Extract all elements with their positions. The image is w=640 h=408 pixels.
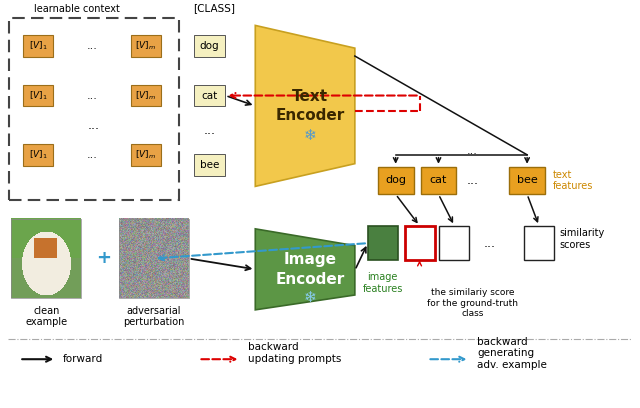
Text: Encoder: Encoder <box>275 108 345 123</box>
Text: dog: dog <box>200 41 220 51</box>
Bar <box>12 219 81 298</box>
Text: text
features: text features <box>553 170 593 191</box>
Text: +: + <box>97 249 111 268</box>
Text: forward: forward <box>63 354 104 364</box>
FancyBboxPatch shape <box>404 226 435 260</box>
Text: ...: ... <box>86 91 97 100</box>
Text: [CLASS]: [CLASS] <box>193 4 236 13</box>
Text: ...: ... <box>86 150 97 160</box>
FancyBboxPatch shape <box>420 166 456 194</box>
Text: $[V]_m$: $[V]_m$ <box>135 149 156 161</box>
Text: bee: bee <box>200 160 219 170</box>
Text: cat: cat <box>430 175 447 186</box>
Text: $[V]_m$: $[V]_m$ <box>135 89 156 102</box>
Text: ...: ... <box>204 124 216 137</box>
Polygon shape <box>255 229 355 310</box>
Text: ...: ... <box>88 119 100 132</box>
Bar <box>10 18 179 200</box>
FancyBboxPatch shape <box>193 85 225 106</box>
FancyBboxPatch shape <box>131 85 161 106</box>
FancyBboxPatch shape <box>193 154 225 175</box>
FancyBboxPatch shape <box>524 226 554 260</box>
Text: backward
updating prompts: backward updating prompts <box>248 342 342 364</box>
Text: $[V]_1$: $[V]_1$ <box>29 149 47 161</box>
Text: similarity
scores: similarity scores <box>559 228 604 250</box>
FancyBboxPatch shape <box>23 144 53 166</box>
Text: ❄: ❄ <box>303 128 316 143</box>
Text: ...: ... <box>467 174 478 187</box>
FancyBboxPatch shape <box>440 226 469 260</box>
Bar <box>119 219 189 298</box>
Text: adversarial
perturbation: adversarial perturbation <box>123 306 184 328</box>
FancyBboxPatch shape <box>193 35 225 57</box>
Text: $[V]_1$: $[V]_1$ <box>29 89 47 102</box>
Text: clean
example: clean example <box>25 306 67 328</box>
Text: ...: ... <box>86 41 97 51</box>
FancyBboxPatch shape <box>509 166 545 194</box>
Text: ...: ... <box>483 237 495 250</box>
Text: Encoder: Encoder <box>275 272 345 287</box>
Text: Image: Image <box>284 253 337 268</box>
Text: ...: ... <box>467 146 478 156</box>
FancyBboxPatch shape <box>23 85 53 106</box>
FancyBboxPatch shape <box>368 226 397 260</box>
Text: dog: dog <box>385 175 406 186</box>
Polygon shape <box>255 25 355 186</box>
FancyBboxPatch shape <box>131 35 161 57</box>
Text: backward
generating
adv. example: backward generating adv. example <box>477 337 547 370</box>
Text: $[V]_m$: $[V]_m$ <box>135 40 156 52</box>
Text: $[V]_1$: $[V]_1$ <box>29 40 47 52</box>
Text: Text: Text <box>292 89 328 104</box>
Text: the similariy score
for the ground-truth
class: the similariy score for the ground-truth… <box>427 288 518 318</box>
FancyBboxPatch shape <box>378 166 413 194</box>
Text: cat: cat <box>202 91 218 100</box>
Text: bee: bee <box>516 175 538 186</box>
FancyBboxPatch shape <box>23 35 53 57</box>
Text: learnable context: learnable context <box>34 4 120 13</box>
Text: ❄: ❄ <box>303 290 316 305</box>
FancyBboxPatch shape <box>131 144 161 166</box>
Text: image
features: image features <box>362 272 403 294</box>
